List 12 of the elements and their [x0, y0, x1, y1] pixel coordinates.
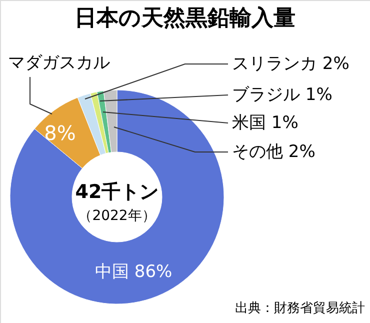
data-label: 8%	[44, 121, 76, 145]
slice-label: 米国 1%	[232, 113, 298, 133]
slice-label: マダガスカル	[8, 53, 110, 73]
slice-label: ブラジル 1%	[232, 85, 332, 105]
slice-label: その他 2%	[232, 142, 316, 162]
slice-label: スリランカ 2%	[232, 54, 350, 74]
source-note: 出典：財務省貿易統計	[235, 301, 365, 316]
donut-slice	[10, 90, 224, 304]
text: （2022年）	[78, 208, 156, 224]
chart-title: 日本の天然黒鉛輸入量	[74, 6, 296, 31]
text: 42千トン	[75, 181, 159, 203]
slice-label: 中国 86%	[95, 262, 172, 282]
